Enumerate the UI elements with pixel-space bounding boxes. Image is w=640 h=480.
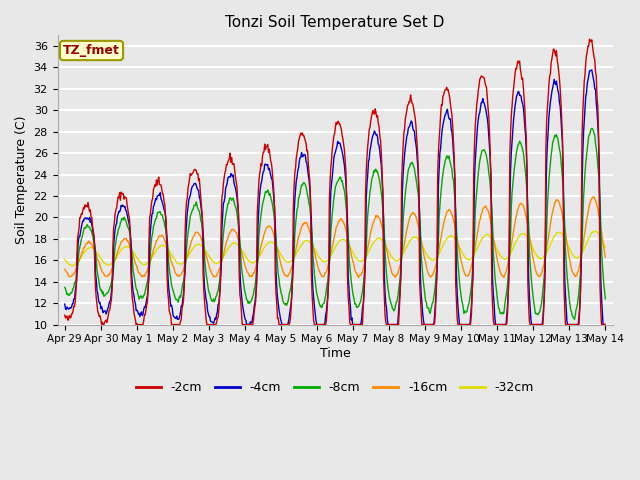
- -32cm: [401, 247, 409, 252]
- Y-axis label: Soil Temperature (C): Soil Temperature (C): [15, 116, 28, 244]
- -8cm: [588, 126, 596, 132]
- -2cm: [586, 36, 593, 42]
- -4cm: [61, 301, 68, 307]
- -16cm: [70, 270, 78, 276]
- -32cm: [72, 262, 79, 267]
- -32cm: [590, 228, 598, 234]
- Line: -4cm: -4cm: [65, 70, 605, 324]
- -2cm: [417, 309, 425, 314]
- -16cm: [602, 254, 609, 260]
- -32cm: [182, 257, 189, 263]
- -32cm: [602, 245, 609, 251]
- -8cm: [417, 225, 424, 231]
- -2cm: [61, 312, 68, 318]
- -16cm: [417, 232, 424, 238]
- Line: -2cm: -2cm: [65, 39, 605, 324]
- -32cm: [211, 260, 218, 266]
- Text: TZ_fmet: TZ_fmet: [63, 44, 120, 57]
- -8cm: [602, 296, 609, 301]
- -8cm: [401, 199, 408, 204]
- -8cm: [70, 280, 78, 286]
- -4cm: [244, 322, 252, 327]
- Legend: -2cm, -4cm, -8cm, -16cm, -32cm: -2cm, -4cm, -8cm, -16cm, -32cm: [131, 376, 540, 399]
- -4cm: [181, 267, 189, 273]
- -4cm: [417, 290, 425, 296]
- -4cm: [588, 67, 596, 73]
- -32cm: [417, 240, 425, 246]
- Line: -16cm: -16cm: [65, 197, 605, 277]
- -8cm: [61, 285, 68, 290]
- -8cm: [126, 233, 134, 239]
- -16cm: [401, 239, 408, 245]
- -16cm: [181, 262, 189, 267]
- -8cm: [181, 268, 189, 274]
- -16cm: [210, 274, 218, 280]
- -4cm: [401, 144, 409, 150]
- -4cm: [126, 230, 134, 236]
- -32cm: [127, 247, 135, 252]
- -2cm: [70, 304, 78, 310]
- Line: -8cm: -8cm: [65, 129, 605, 320]
- -16cm: [589, 194, 597, 200]
- -32cm: [61, 257, 68, 263]
- -4cm: [70, 296, 78, 302]
- -8cm: [571, 317, 579, 323]
- X-axis label: Time: Time: [319, 347, 350, 360]
- -32cm: [69, 263, 77, 269]
- -2cm: [182, 210, 189, 216]
- -2cm: [401, 116, 409, 121]
- -16cm: [61, 266, 68, 272]
- -4cm: [210, 320, 218, 326]
- -16cm: [126, 244, 134, 250]
- -2cm: [602, 322, 609, 327]
- -16cm: [500, 275, 508, 280]
- -8cm: [210, 296, 218, 302]
- -2cm: [211, 322, 218, 327]
- -2cm: [127, 270, 135, 276]
- -2cm: [98, 322, 106, 327]
- Title: Tonzi Soil Temperature Set D: Tonzi Soil Temperature Set D: [225, 15, 445, 30]
- Line: -32cm: -32cm: [65, 231, 605, 266]
- -4cm: [602, 322, 609, 327]
